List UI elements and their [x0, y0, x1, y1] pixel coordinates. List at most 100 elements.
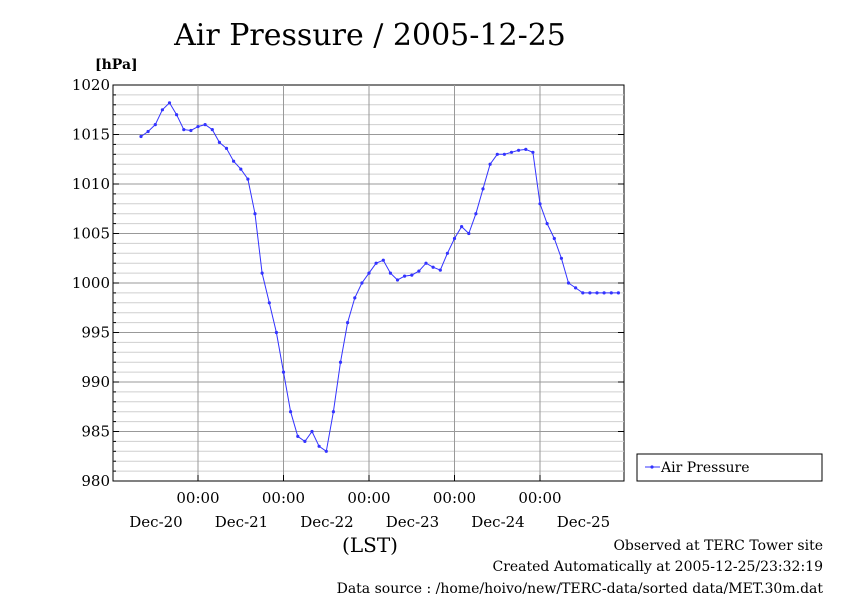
footer-line-3: Data source : /home/hoivo/new/TERC-data/… — [337, 581, 824, 595]
x-tick-date-label: Dec-25 — [557, 513, 610, 531]
data-point — [431, 265, 435, 269]
data-point — [388, 271, 392, 275]
data-point — [574, 286, 578, 290]
data-point — [182, 128, 186, 132]
y-axis-label: [hPa] — [95, 57, 138, 73]
data-point — [232, 159, 236, 163]
data-point — [460, 225, 464, 229]
data-point — [602, 291, 606, 295]
y-tick-label: 1000 — [72, 274, 110, 292]
data-point — [331, 410, 335, 414]
data-point — [253, 212, 257, 216]
x-tick-date-label: Dec-24 — [471, 513, 524, 531]
legend-box — [636, 453, 823, 482]
footer-line-1: Observed at TERC Tower site — [613, 538, 823, 554]
data-point — [296, 434, 300, 438]
series-air-pressure — [139, 101, 621, 453]
x-tick-time-label: 00:00 — [262, 489, 305, 507]
data-point — [346, 321, 350, 325]
y-tick-label: 1015 — [72, 126, 110, 144]
data-point — [260, 271, 264, 275]
data-point — [189, 128, 193, 133]
data-point — [217, 140, 221, 144]
x-tick-time-label: 00:00 — [176, 489, 219, 507]
data-point — [310, 429, 314, 434]
data-point — [153, 123, 157, 127]
data-point — [160, 108, 164, 112]
data-point — [146, 129, 150, 134]
data-point — [239, 167, 243, 171]
data-point — [224, 146, 229, 150]
data-point — [552, 236, 556, 241]
x-axis-label: (LST) — [342, 533, 398, 557]
y-tick-label: 1010 — [72, 175, 110, 193]
data-point — [417, 269, 421, 273]
data-point — [139, 134, 143, 139]
data-point — [616, 291, 621, 295]
legend-label: Air Pressure — [660, 460, 750, 476]
data-point — [559, 256, 564, 260]
y-ticks: 980 985 990 995 1000 1005 1010 1015 1020 — [72, 76, 624, 490]
data-point — [467, 231, 471, 236]
data-point — [438, 268, 442, 272]
x-ticks: 00:00 00:00 00:00 00:00 00:00 Dec-20 Dec-21 Dec… — [129, 475, 610, 531]
x-tick-date-label: Dec-21 — [215, 513, 268, 531]
data-point — [566, 281, 571, 285]
x-tick-time-label: 00:00 — [347, 489, 390, 507]
data-point — [495, 152, 499, 156]
data-point — [274, 330, 278, 335]
data-point — [317, 444, 321, 448]
data-point — [524, 147, 528, 151]
data-point — [595, 291, 599, 295]
data-point — [210, 128, 214, 132]
data-point — [531, 150, 535, 154]
x-tick-date-label: Dec-23 — [386, 513, 439, 531]
x-tick-time-label: 00:00 — [518, 489, 561, 507]
data-point — [203, 123, 207, 127]
data-point — [502, 152, 506, 156]
data-point — [360, 281, 364, 285]
data-point — [545, 222, 549, 226]
chart-title: Air Pressure / 2005-12-25 — [173, 18, 566, 53]
grid — [113, 85, 624, 481]
y-tick-label: 990 — [81, 373, 110, 391]
data-point — [488, 162, 492, 166]
data-point — [353, 296, 357, 300]
data-point — [410, 273, 414, 277]
data-point — [374, 261, 378, 265]
y-tick-label: 995 — [81, 324, 110, 342]
legend: Air Pressure — [636, 453, 823, 482]
data-point — [424, 261, 428, 265]
data-point — [338, 360, 343, 364]
data-point — [538, 202, 542, 206]
data-point — [588, 291, 592, 295]
data-point — [517, 148, 521, 152]
data-point — [303, 439, 307, 443]
data-point — [196, 125, 200, 129]
data-point — [246, 177, 250, 181]
x-tick-date-label: Dec-20 — [129, 513, 182, 531]
data-point — [509, 150, 514, 154]
data-point — [474, 212, 478, 216]
data-point — [267, 301, 271, 305]
data-point — [167, 101, 172, 105]
data-point — [609, 291, 613, 295]
y-tick-label: 1005 — [72, 225, 110, 243]
data-point — [175, 113, 179, 117]
y-tick-label: 985 — [81, 423, 110, 441]
x-tick-time-label: 00:00 — [433, 489, 476, 507]
data-point — [452, 236, 457, 241]
data-point — [367, 271, 371, 275]
data-point — [581, 291, 585, 295]
data-point — [324, 449, 328, 453]
data-point — [403, 274, 407, 278]
y-tick-label: 980 — [81, 472, 110, 490]
y-tick-label: 1020 — [72, 76, 110, 94]
legend-marker — [650, 465, 654, 469]
footer-line-2: Created Automatically at 2005-12-25/23:3… — [492, 559, 823, 575]
data-point — [289, 410, 293, 414]
x-tick-date-label: Dec-22 — [300, 513, 353, 531]
data-point — [445, 251, 449, 255]
data-point — [381, 258, 385, 262]
